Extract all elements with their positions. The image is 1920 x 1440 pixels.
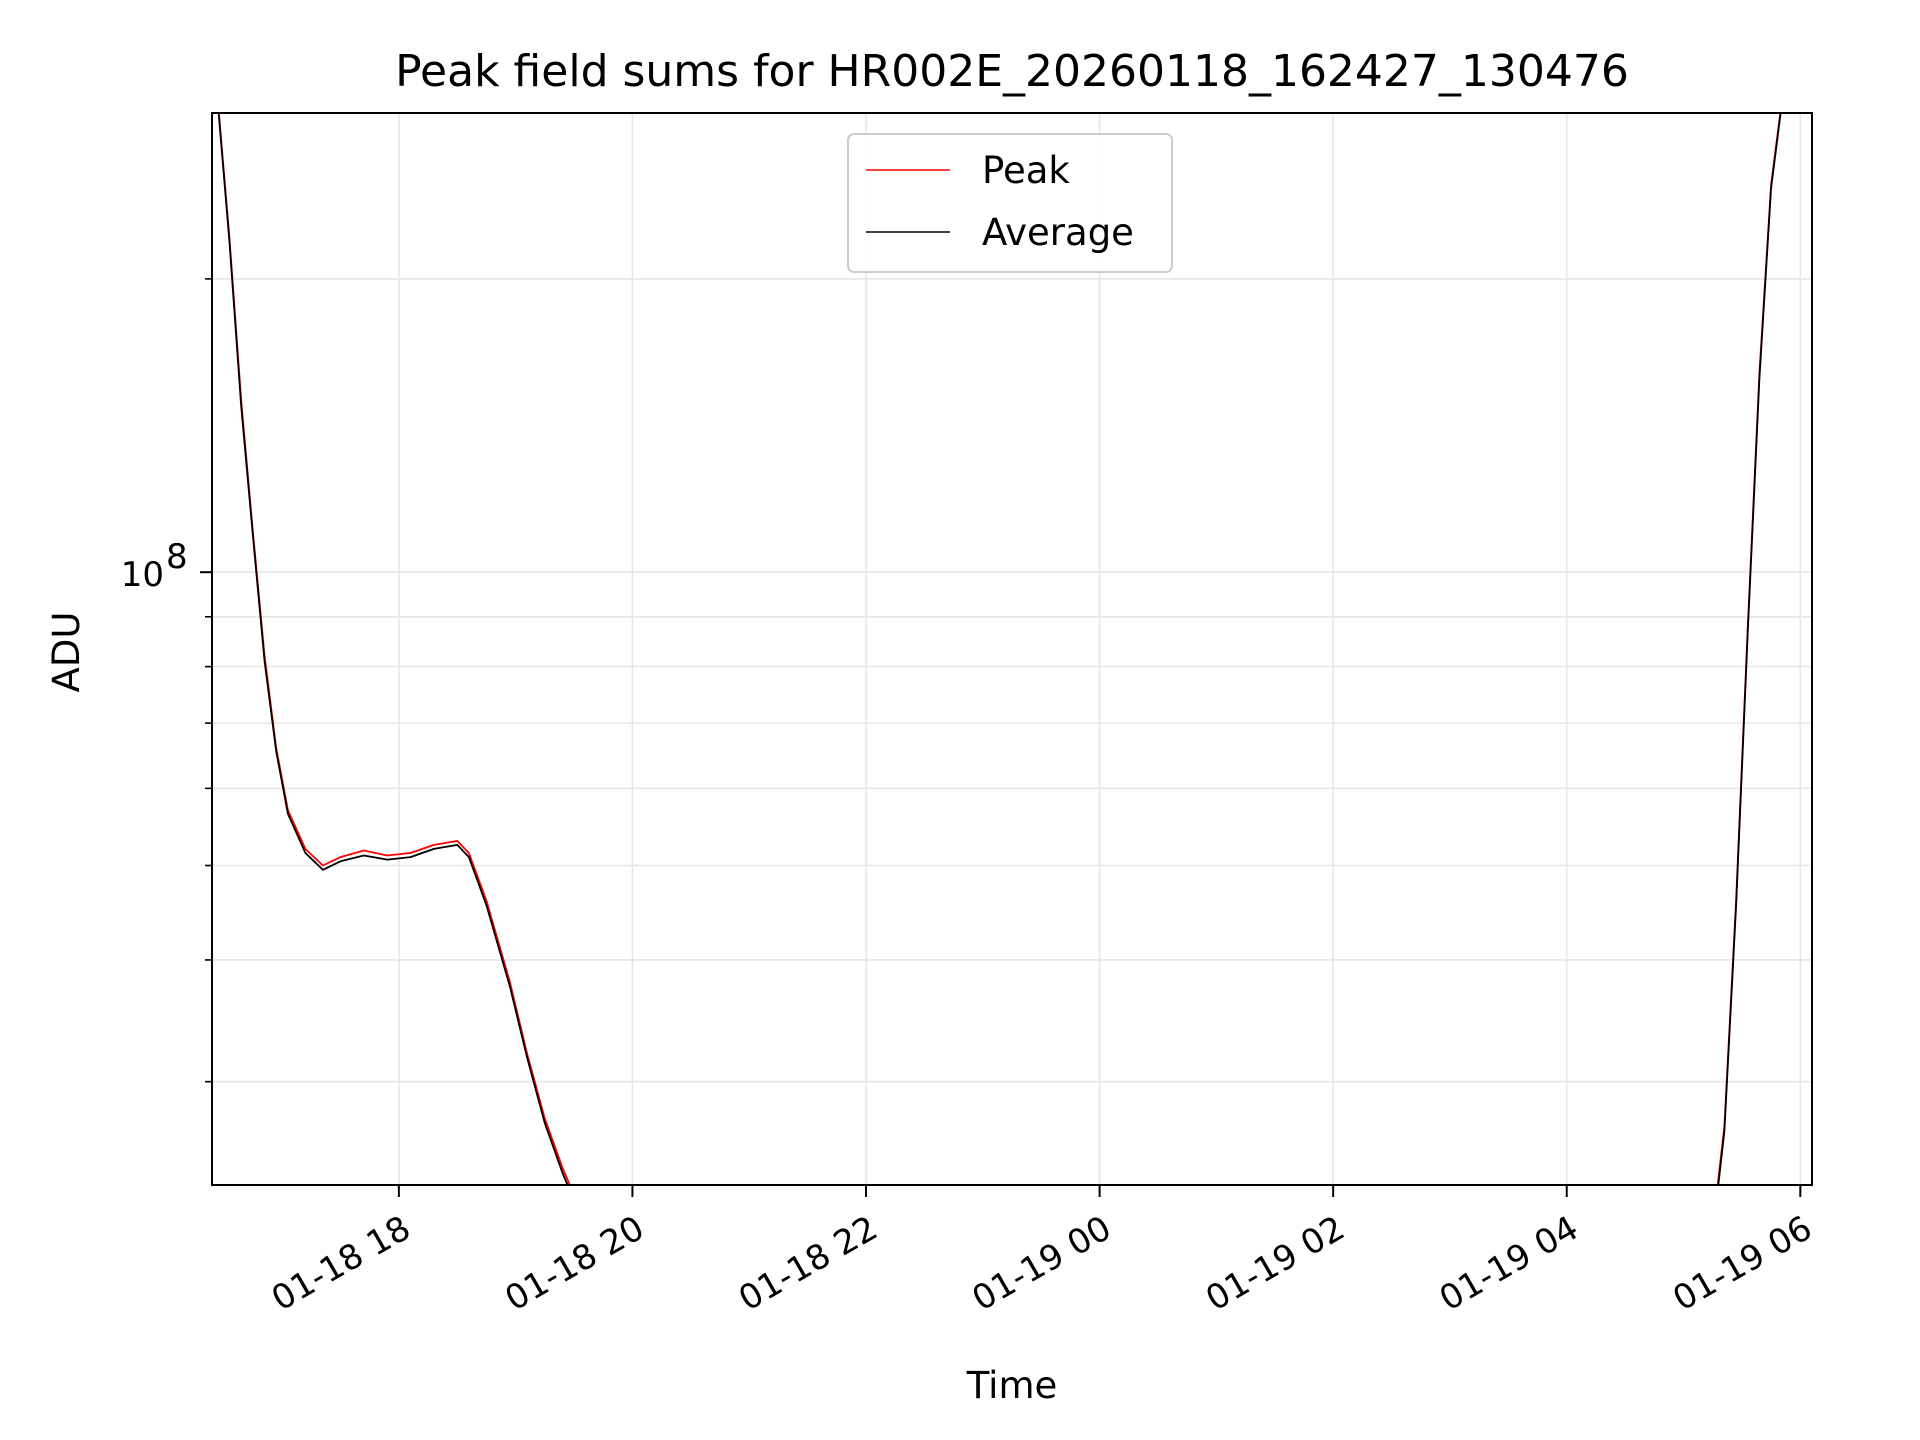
- legend: Peak Average: [847, 133, 1173, 273]
- series-line-average: [217, 113, 1782, 1185]
- y-tick-label-base: 10: [121, 555, 164, 595]
- y-axis-label: ADU: [45, 612, 88, 693]
- series-line-peak: [217, 113, 1782, 1185]
- legend-label-average: Average: [982, 211, 1134, 254]
- chart-title: Peak field sums for HR002E_20260118_1624…: [395, 46, 1629, 97]
- x-axis-label: Time: [966, 1364, 1058, 1407]
- y-tick-label-exponent: 8: [166, 537, 188, 577]
- legend-label-peak: Peak: [982, 149, 1070, 192]
- y-tick-label: 10 8: [121, 537, 188, 595]
- y-axis: 10 8: [121, 278, 212, 1083]
- plot-area: [217, 113, 1782, 1185]
- plot-frame: [211, 112, 1813, 1186]
- grid: [212, 113, 1812, 1185]
- legend-box: [847, 133, 1173, 273]
